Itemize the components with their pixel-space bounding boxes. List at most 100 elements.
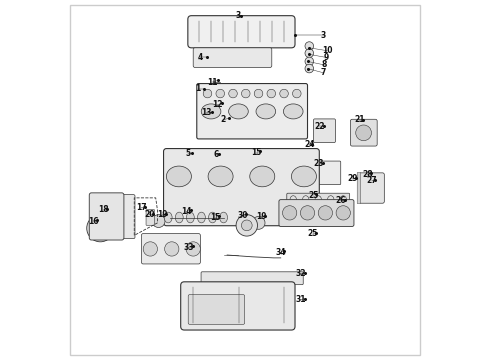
Text: 25: 25: [308, 190, 319, 199]
Circle shape: [283, 206, 297, 220]
Circle shape: [318, 206, 333, 220]
FancyBboxPatch shape: [164, 149, 319, 226]
Text: 5: 5: [185, 149, 191, 158]
Text: 19: 19: [256, 212, 267, 221]
Text: 12: 12: [212, 100, 222, 109]
Text: 18: 18: [98, 205, 109, 214]
Text: 30: 30: [237, 211, 248, 220]
FancyBboxPatch shape: [142, 234, 200, 264]
Text: 28: 28: [362, 170, 373, 179]
Text: 32: 32: [295, 269, 306, 278]
FancyBboxPatch shape: [350, 119, 377, 146]
Text: 20: 20: [144, 210, 154, 219]
Ellipse shape: [167, 166, 192, 187]
Text: 34: 34: [275, 248, 286, 257]
Text: 15: 15: [251, 148, 262, 157]
Circle shape: [305, 64, 314, 73]
Ellipse shape: [201, 104, 221, 119]
Text: 1: 1: [195, 84, 200, 93]
Circle shape: [242, 89, 250, 98]
Circle shape: [305, 57, 314, 66]
Ellipse shape: [197, 212, 205, 223]
Circle shape: [87, 215, 114, 242]
FancyBboxPatch shape: [197, 84, 308, 139]
FancyBboxPatch shape: [314, 119, 335, 143]
Circle shape: [190, 159, 197, 166]
FancyBboxPatch shape: [279, 200, 354, 226]
Text: 7: 7: [321, 68, 326, 77]
Circle shape: [267, 89, 275, 98]
Ellipse shape: [292, 166, 317, 187]
Circle shape: [293, 89, 301, 98]
Text: 8: 8: [322, 60, 327, 69]
Circle shape: [280, 89, 288, 98]
Circle shape: [229, 89, 237, 98]
Circle shape: [305, 49, 314, 58]
Ellipse shape: [256, 104, 276, 119]
Text: 31: 31: [295, 295, 306, 304]
FancyBboxPatch shape: [201, 272, 303, 285]
Circle shape: [306, 150, 316, 159]
Circle shape: [152, 215, 165, 228]
Text: 13: 13: [201, 108, 212, 117]
Circle shape: [356, 125, 371, 141]
Text: 4: 4: [198, 53, 203, 62]
Ellipse shape: [175, 212, 183, 223]
Text: 3: 3: [235, 11, 241, 20]
FancyBboxPatch shape: [287, 193, 350, 206]
Text: 21: 21: [354, 116, 365, 125]
FancyBboxPatch shape: [188, 295, 245, 324]
Ellipse shape: [220, 212, 227, 223]
FancyBboxPatch shape: [193, 48, 272, 67]
Text: 17: 17: [136, 203, 147, 212]
FancyBboxPatch shape: [89, 193, 124, 240]
Text: 3: 3: [321, 31, 326, 40]
Circle shape: [261, 164, 268, 171]
Text: 2: 2: [220, 116, 225, 125]
FancyBboxPatch shape: [287, 211, 350, 224]
Text: 15: 15: [211, 213, 221, 222]
Text: 33: 33: [184, 243, 194, 252]
FancyBboxPatch shape: [181, 282, 295, 330]
Circle shape: [218, 159, 225, 166]
Ellipse shape: [229, 104, 248, 119]
FancyBboxPatch shape: [122, 195, 135, 239]
Ellipse shape: [283, 104, 303, 119]
Circle shape: [203, 89, 212, 98]
FancyBboxPatch shape: [188, 16, 295, 48]
Circle shape: [336, 206, 350, 220]
FancyBboxPatch shape: [316, 161, 341, 185]
Circle shape: [143, 242, 157, 256]
Text: 9: 9: [324, 53, 329, 62]
Text: 11: 11: [207, 78, 218, 87]
Text: 14: 14: [181, 207, 192, 216]
Circle shape: [93, 220, 108, 236]
Circle shape: [305, 42, 314, 50]
Circle shape: [254, 89, 263, 98]
Circle shape: [300, 206, 315, 220]
Text: 26: 26: [336, 196, 346, 205]
Text: 24: 24: [304, 140, 315, 149]
Circle shape: [242, 220, 252, 231]
Text: 10: 10: [322, 46, 332, 55]
Ellipse shape: [208, 166, 233, 187]
Circle shape: [186, 242, 200, 256]
Ellipse shape: [250, 166, 275, 187]
FancyBboxPatch shape: [146, 210, 155, 225]
Ellipse shape: [209, 212, 217, 223]
Text: 23: 23: [313, 159, 324, 168]
Circle shape: [252, 216, 265, 229]
Text: 16: 16: [88, 217, 98, 226]
Text: 29: 29: [347, 175, 357, 184]
Text: 19: 19: [157, 210, 168, 219]
Text: 6: 6: [213, 150, 219, 159]
Circle shape: [165, 242, 179, 256]
Circle shape: [255, 157, 268, 169]
Text: 27: 27: [367, 176, 377, 185]
Text: 22: 22: [314, 122, 324, 131]
Circle shape: [216, 89, 224, 98]
Ellipse shape: [186, 212, 194, 223]
Text: 25: 25: [308, 229, 318, 238]
Ellipse shape: [164, 212, 172, 223]
Circle shape: [236, 215, 258, 236]
